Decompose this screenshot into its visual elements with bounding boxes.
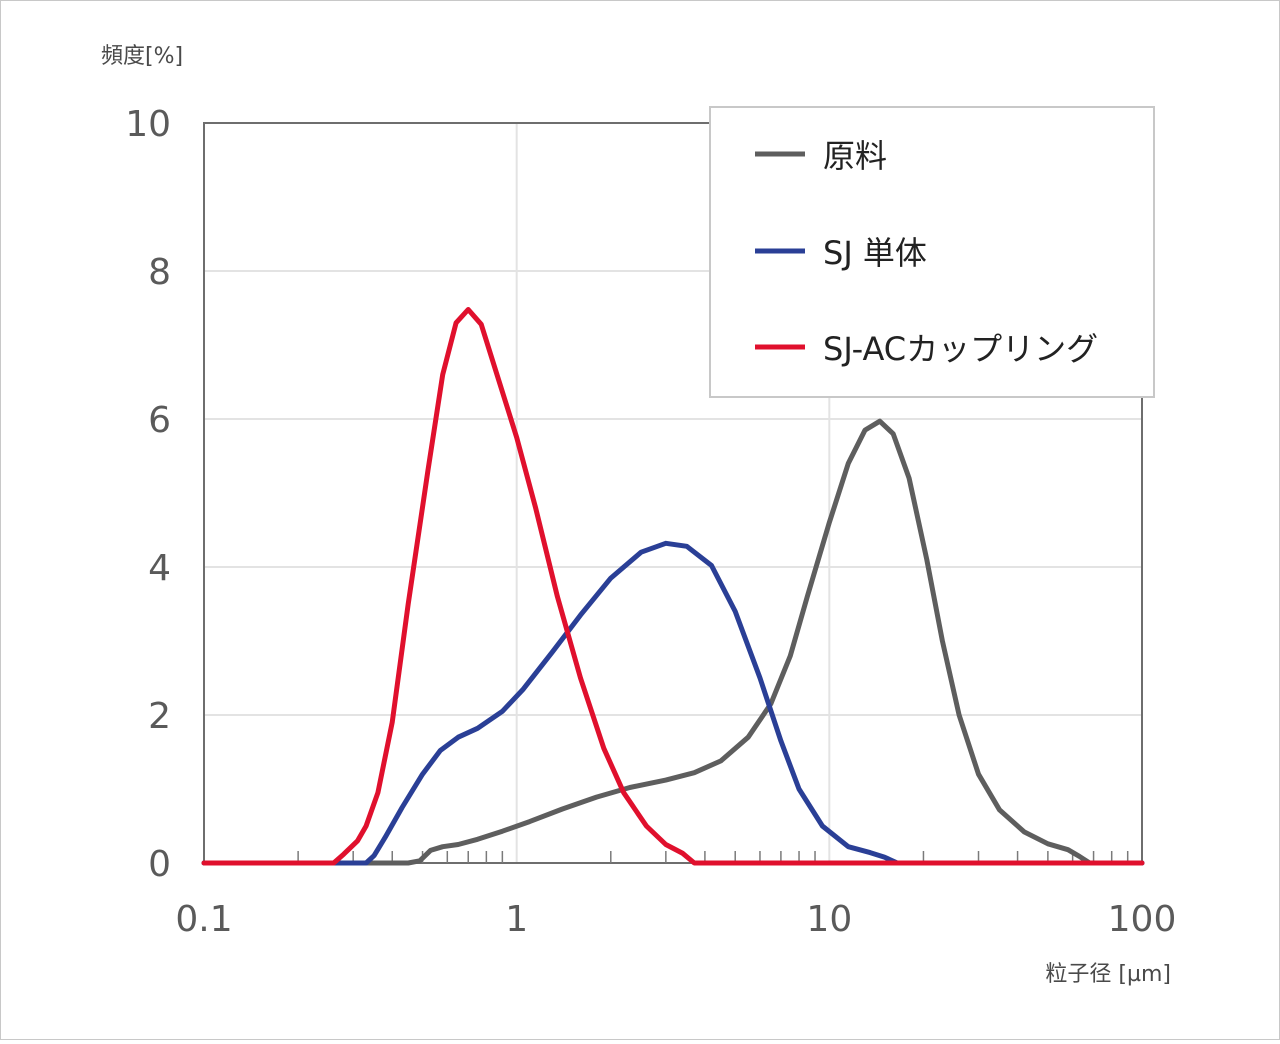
x-tick-label-0-1: 0.1 (175, 899, 232, 940)
plot-area-frame (203, 122, 1143, 864)
y-tick-label-6: 6 (148, 400, 171, 441)
series-line-sj-ac-coupling (201, 307, 1145, 866)
legend-label-raw-material: 原料 (823, 137, 887, 175)
y-tick-label-0: 0 (148, 844, 171, 885)
x-tick-label-100: 100 (1108, 899, 1177, 940)
legend-label-sj-single: SJ 単体 (823, 234, 927, 272)
y-axis-label: 頻度[%] (101, 44, 183, 69)
x-tick-labels: 0.1 1 10 100 (175, 899, 1176, 940)
series-layer (201, 307, 1145, 866)
series-line-sj-single (201, 540, 1145, 866)
x-axis-label: 粒子径 [µm] (1045, 962, 1171, 987)
y-tick-label-4: 4 (148, 548, 171, 589)
y-tick-label-8: 8 (148, 252, 171, 293)
legend-label-sj-ac-coupling: SJ-ACカップリング (823, 330, 1098, 368)
y-tick-label-10: 10 (125, 104, 171, 145)
series-line-raw-material (201, 418, 1145, 866)
x-tick-label-1: 1 (505, 899, 528, 940)
y-tick-labels: 0 2 4 6 8 10 (125, 104, 171, 885)
legend: 原料 SJ 単体 SJ-ACカップリング (709, 106, 1155, 398)
y-tick-label-2: 2 (148, 696, 171, 737)
x-tick-label-10: 10 (806, 899, 852, 940)
